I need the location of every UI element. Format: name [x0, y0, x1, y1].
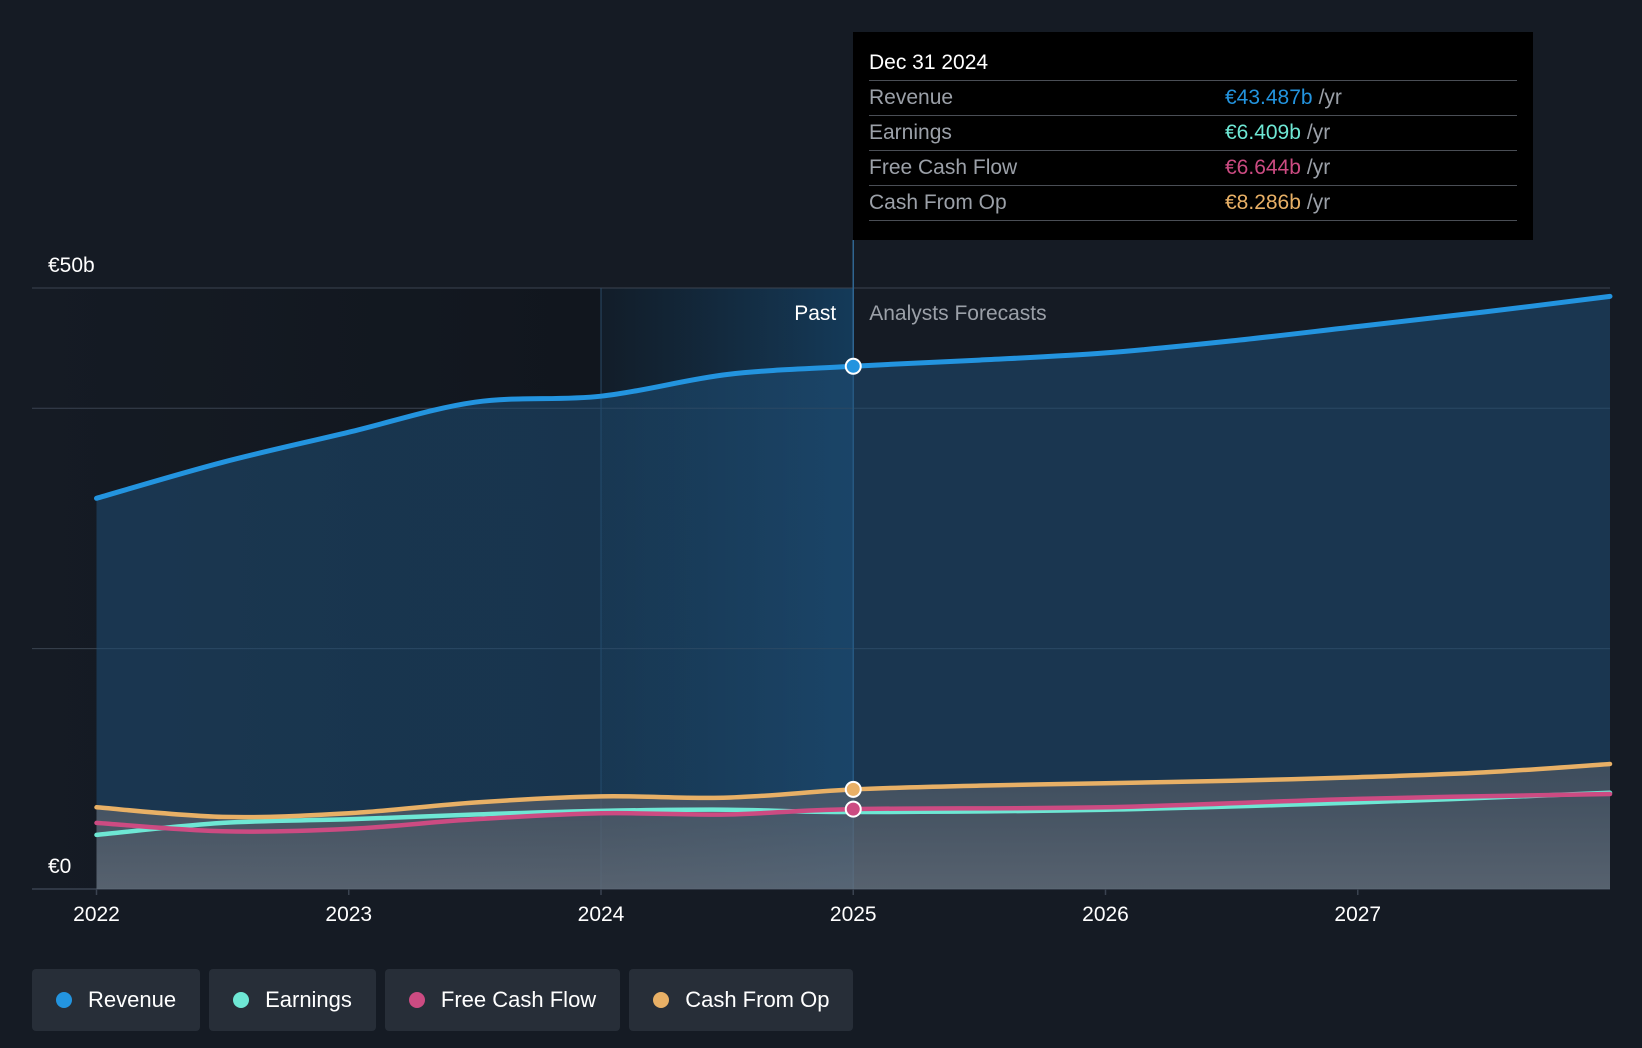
- legend-label: Cash From Op: [685, 987, 830, 1012]
- x-tick-label: 2027: [1334, 903, 1381, 926]
- y-tick-label: €50b: [48, 254, 95, 277]
- legend-item-earnings[interactable]: Earnings: [209, 969, 376, 1031]
- earnings-dot-icon: [233, 992, 250, 1008]
- chart-legend: Revenue Earnings Free Cash Flow Cash Fro…: [32, 969, 854, 1031]
- cash-from-op-dot-icon: [653, 992, 670, 1008]
- free-cash-flow-line: [94, 791, 1613, 834]
- tooltip-label: Revenue: [869, 86, 954, 109]
- data-tooltip: Dec 31 2024 Revenue €43.487b /yr Earning…: [853, 32, 1533, 240]
- x-tick-label: 2024: [578, 903, 625, 926]
- tooltip-row-revenue: Revenue €43.487b /yr: [869, 80, 1517, 115]
- tooltip-date: Dec 31 2024: [869, 51, 989, 74]
- x-tick-label: 2026: [1082, 903, 1129, 926]
- x-tick-label: 2022: [73, 903, 120, 926]
- tooltip-value: €8.286b: [1225, 191, 1301, 214]
- tooltip-value: €6.644b: [1225, 156, 1301, 179]
- free-cash-flow-marker: [844, 800, 862, 818]
- legend-item-free-cash-flow[interactable]: Free Cash Flow: [384, 969, 621, 1031]
- cash-from-op-marker: [844, 780, 862, 798]
- revenue-area: [96, 296, 1610, 889]
- revenue-marker: [844, 357, 862, 375]
- tooltip-label: Earnings: [869, 121, 952, 144]
- tooltip-label: Cash From Op: [869, 191, 1007, 214]
- legend-label: Earnings: [265, 987, 352, 1012]
- tooltip-unit: /yr: [1306, 156, 1331, 179]
- tooltip-value: €43.487b: [1225, 86, 1313, 109]
- earnings-line: [94, 790, 1613, 838]
- legend-label: Free Cash Flow: [440, 987, 597, 1012]
- legend-item-cash-from-op[interactable]: Cash From Op: [629, 969, 854, 1031]
- tooltip-unit: /yr: [1306, 121, 1331, 144]
- past-label: Past: [794, 302, 836, 325]
- tooltip-row-earnings: Earnings €6.409b /yr: [869, 115, 1517, 150]
- tooltip-unit: /yr: [1318, 86, 1342, 109]
- tooltip-label: Free Cash Flow: [869, 156, 1018, 179]
- cash-from-op-area: [96, 764, 1610, 889]
- legend-item-revenue[interactable]: Revenue: [32, 969, 201, 1031]
- legend-label: Revenue: [88, 987, 177, 1012]
- free-cash-flow-dot-icon: [408, 992, 425, 1008]
- revenue-dot-icon: [56, 992, 72, 1008]
- tooltip-row-cash-from-op: Cash From Op €8.286b /yr: [869, 185, 1517, 221]
- y-tick-label: €0: [48, 855, 71, 878]
- tooltip-value: €6.409b: [1225, 121, 1301, 144]
- tooltip-row-free-cash-flow: Free Cash Flow €6.644b /yr: [869, 150, 1517, 185]
- x-tick-label: 2025: [830, 903, 877, 926]
- forecast-label: Analysts Forecasts: [869, 302, 1046, 325]
- x-tick-label: 2023: [325, 903, 372, 926]
- tooltip-unit: /yr: [1306, 191, 1331, 214]
